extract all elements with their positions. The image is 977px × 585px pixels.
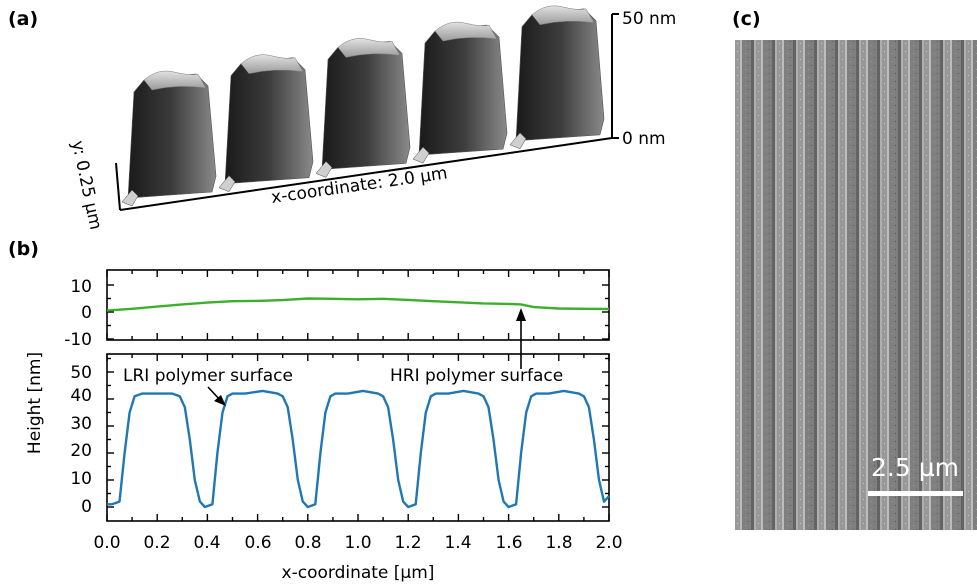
afm-ridge-base [509,132,527,150]
top-ytick-label: 10 [70,277,92,297]
top-series-group [106,297,610,312]
hri-annotation: HRI polymer surface [390,366,563,386]
bottom-ytick-label: 40 [70,386,92,406]
top-ytick-label: -10 [64,330,92,350]
bottom-ytick-label: 0 [81,497,92,517]
afm-ridge-top [531,5,595,26]
afm-ridge-base [315,161,333,178]
sem-image-tone [735,40,977,530]
x-axis-label: x-coordinate [µm] [282,563,435,583]
bottom-ytick-label: 30 [70,414,92,434]
xtick-label: 1.2 [394,533,421,553]
xtick-label: 1.6 [495,533,522,553]
xtick-label: 0.8 [294,533,321,553]
scale-bar-label: 2.5 µm [871,453,959,482]
xtick-label: 1.0 [344,533,371,553]
xtick-label: 0.0 [93,533,120,553]
afm-ridge-base [218,175,236,193]
afm-ridge-top [434,21,498,42]
afm-ridge-base [121,189,139,207]
top-series-line [106,297,610,312]
y-axis-label: Height [nm] [25,352,45,454]
xtick-label: 0.2 [143,533,170,553]
panel-c-label: (c) [732,8,761,30]
lri-annotation: LRI polymer surface [123,366,293,386]
bottom-series-line [107,389,610,509]
afm-ridge-top [143,70,207,91]
bottom-ytick-label: 50 [70,363,92,383]
hri-arrow [516,308,526,369]
afm-ridge-base [412,146,430,164]
afm-ridge [224,57,314,185]
afm-x-edge [119,137,613,211]
xtick-label: 0.4 [193,533,220,553]
afm-ridge [418,24,508,156]
bottom-series-group [107,389,610,509]
afm-3d-surface [115,5,619,211]
sem-image [735,40,977,530]
afm-y-axis-label: y: 0.25 µm [67,139,105,232]
bottom-ytick-label: 20 [70,441,92,461]
lri-arrow [207,386,226,406]
panel-b-label: (b) [8,238,39,260]
xtick-label: 1.4 [444,533,471,553]
afm-ridge-top [337,38,401,58]
afm-ridge [127,73,217,199]
afm-y-edge [115,162,121,211]
afm-ridge-top [240,54,304,74]
xtick-label: 2.0 [595,533,622,553]
afm-z-bottom-label: 0 nm [622,129,666,149]
afm-ridge [321,41,411,170]
xtick-label: 1.8 [545,533,572,553]
afm-z-top-label: 50 nm [622,9,676,29]
bottom-ytick-label: 10 [70,469,92,489]
top-ytick-label: 0 [81,303,92,323]
xtick-label: 0.6 [244,533,271,553]
afm-ridge [515,8,605,142]
plot-ticks [106,270,610,521]
panel-a-label: (a) [8,8,38,30]
scale-bar [868,491,963,496]
